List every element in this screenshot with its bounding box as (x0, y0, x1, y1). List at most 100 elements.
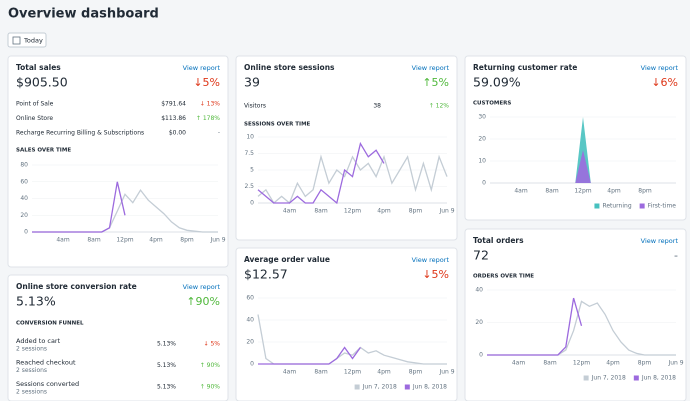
metric-change: ↑90% (186, 295, 220, 308)
x-tick-label: 8am (314, 369, 327, 376)
metric-value: 59.09% (473, 75, 521, 90)
card (235, 247, 458, 401)
section-label: CONVERSION FUNNEL (16, 321, 84, 327)
x-tick-label: 4am (283, 208, 296, 215)
metric-change: ↓6% (651, 76, 678, 89)
y-tick-label: 30 (478, 114, 486, 121)
y-tick-label: 20 (246, 339, 254, 346)
legend-swatch (639, 203, 645, 209)
legend-swatch (404, 384, 410, 390)
x-tick-label: 4am (514, 188, 527, 195)
x-tick-label: 8pm (638, 360, 652, 367)
x-tick-label: 4pm (377, 369, 391, 376)
view-report-link[interactable]: View report (412, 64, 450, 72)
row-label: Visitors (244, 103, 266, 110)
view-report-link[interactable]: View report (641, 64, 679, 72)
row-change: ↑ 12% (429, 103, 450, 110)
line (487, 297, 583, 356)
card-title: Total sales (16, 63, 61, 72)
funnel-change: ↑ 90% (200, 362, 221, 369)
x-tick-label: 12pm (573, 360, 590, 367)
y-tick-label: 0 (482, 180, 486, 187)
legend-label: Jun 8, 2018 (412, 384, 447, 391)
line (258, 346, 361, 365)
legend-label: Returning (602, 203, 631, 210)
x-tick-label: 12pm (344, 369, 361, 376)
area (490, 150, 676, 183)
card (7, 274, 229, 401)
legend-label: First-time (648, 203, 677, 210)
card (464, 55, 687, 221)
x-tick-label: 8pm (180, 237, 194, 244)
x-tick-label: Jun 9 (667, 360, 683, 367)
x-tick-label: 4pm (606, 360, 620, 367)
funnel-rate: 5.13% (157, 362, 176, 369)
y-tick-label: 40 (20, 195, 28, 202)
legend-label: Jun 7, 2018 (362, 384, 397, 391)
x-tick-label: 4pm (377, 208, 391, 215)
x-tick-label: 4am (56, 237, 69, 244)
y-tick-label: 7.5 (244, 150, 254, 157)
x-tick-label: 8am (543, 360, 556, 367)
section-label: CUSTOMERS (473, 101, 511, 107)
x-tick-label: 12pm (574, 188, 591, 195)
metric-value: $905.50 (16, 75, 68, 90)
row-value: $113.86 (161, 115, 186, 122)
x-tick-label: 12pm (344, 208, 361, 215)
y-tick-label: 40 (475, 287, 483, 294)
legend-swatch (594, 203, 600, 209)
x-tick-label: 8am (314, 208, 327, 215)
view-report-link[interactable]: View report (183, 283, 221, 291)
card (464, 228, 687, 401)
section-label: SESSIONS OVER TIME (244, 122, 311, 128)
view-report-link[interactable]: View report (641, 237, 679, 245)
x-tick-label: 8am (545, 188, 558, 195)
view-report-link[interactable]: View report (412, 256, 450, 264)
funnel-change: ↑ 90% (200, 384, 221, 391)
x-tick-label: 4am (512, 360, 525, 367)
card-title: Total orders (473, 236, 524, 245)
y-tick-label: 10 (478, 158, 486, 165)
x-tick-label: Jun 9 (438, 208, 454, 215)
view-report-link[interactable]: View report (183, 64, 221, 72)
row-value: $0.00 (169, 130, 186, 137)
x-tick-label: Jun 9 (209, 237, 225, 244)
card (235, 55, 458, 241)
metric-change: ↓5% (193, 76, 220, 89)
card-title: Online store sessions (244, 63, 335, 72)
legend-swatch (633, 375, 639, 381)
metric-value: $12.57 (244, 267, 288, 282)
funnel-rate: 5.13% (157, 384, 176, 391)
row-label: Online Store (16, 115, 53, 122)
card (7, 55, 229, 268)
x-tick-label: 4pm (149, 237, 163, 244)
section-label: SALES OVER TIME (16, 148, 71, 154)
y-tick-label: 0 (479, 352, 483, 359)
legend-swatch (583, 375, 589, 381)
calendar-icon (12, 36, 21, 45)
funnel-rate: 5.13% (157, 341, 176, 348)
x-tick-label: 8pm (409, 369, 423, 376)
metric-change: - (674, 249, 678, 262)
x-tick-label: 8am (87, 237, 100, 244)
date-button-label[interactable]: Today (23, 37, 43, 45)
metric-value: 5.13% (16, 294, 56, 309)
y-tick-label: 20 (478, 136, 486, 143)
row-value: 38 (373, 103, 381, 110)
funnel-step: Added to cart (16, 337, 61, 345)
row-label: Point of Sale (16, 101, 54, 108)
x-tick-label: 4am (283, 369, 296, 376)
row-label: Recharge Recurring Billing & Subscriptio… (16, 130, 144, 137)
legend-label: Jun 7, 2018 (591, 375, 626, 382)
metric-change: ↓5% (422, 268, 449, 281)
y-tick-label: 60 (246, 295, 254, 302)
x-tick-label: 12pm (116, 237, 133, 244)
funnel-sessions: 2 sessions (16, 367, 47, 374)
funnel-sessions: 2 sessions (16, 346, 47, 353)
y-tick-label: 80 (20, 162, 28, 169)
y-tick-label: 2.5 (244, 183, 254, 190)
y-tick-label: 10 (246, 134, 254, 141)
date-button[interactable] (7, 32, 47, 48)
funnel-change: ↓ 5% (204, 341, 221, 348)
